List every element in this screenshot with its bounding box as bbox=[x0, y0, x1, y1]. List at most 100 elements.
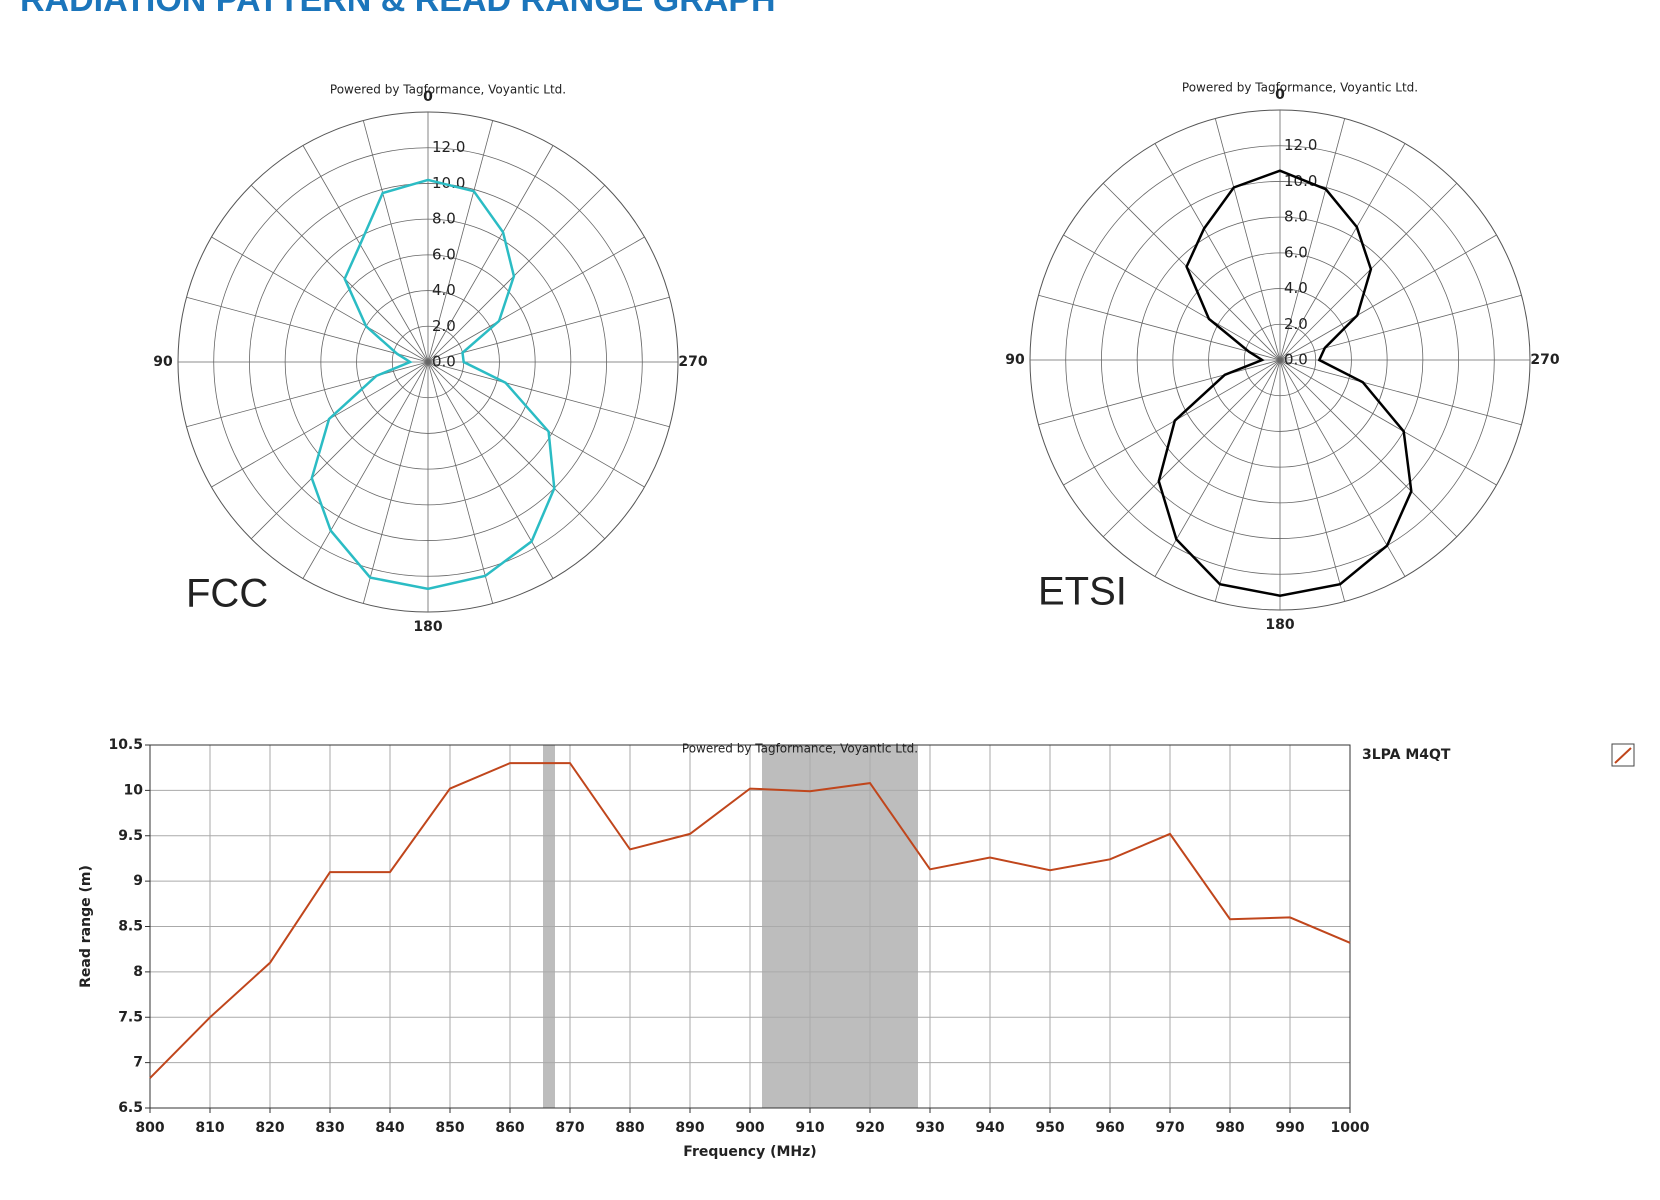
legend-swatch bbox=[1614, 747, 1632, 764]
x-tick-label: 950 bbox=[1035, 1120, 1064, 1136]
radial-tick-label: 0.0 bbox=[1284, 351, 1308, 369]
radial-tick-label: 2.0 bbox=[432, 317, 456, 335]
spoke bbox=[1063, 234, 1281, 361]
spoke bbox=[1154, 359, 1281, 577]
x-tick-label: 840 bbox=[375, 1120, 404, 1136]
y-tick-label: 8 bbox=[133, 964, 143, 980]
x-tick-label: 910 bbox=[795, 1120, 824, 1136]
spoke bbox=[1102, 182, 1281, 361]
x-tick-label: 860 bbox=[495, 1120, 524, 1136]
spoke bbox=[250, 184, 429, 363]
x-axis-label: Frequency (MHz) bbox=[683, 1144, 816, 1160]
x-tick-label: 960 bbox=[1095, 1120, 1124, 1136]
pattern-line bbox=[1157, 169, 1413, 597]
spoke bbox=[427, 361, 606, 540]
series-line bbox=[149, 762, 1351, 1079]
radial-tick-label: 8.0 bbox=[432, 210, 456, 228]
spoke bbox=[427, 361, 645, 488]
spoke bbox=[302, 361, 429, 579]
spoke bbox=[362, 361, 429, 604]
spoke bbox=[1279, 359, 1346, 602]
radial-tick-label: 4.0 bbox=[432, 281, 456, 299]
x-tick-label: 870 bbox=[555, 1120, 584, 1136]
y-axis-label: Read range (m) bbox=[78, 865, 94, 988]
x-tick-label: 810 bbox=[195, 1120, 224, 1136]
angle-tick-label: 180 bbox=[413, 619, 442, 635]
polar-label: ETSI bbox=[1038, 570, 1127, 614]
y-tick-label: 9 bbox=[133, 873, 143, 889]
x-tick-label: 980 bbox=[1215, 1120, 1244, 1136]
spoke bbox=[427, 236, 645, 363]
x-tick-label: 970 bbox=[1155, 1120, 1184, 1136]
spoke bbox=[1279, 294, 1522, 361]
x-tick-label: 800 bbox=[135, 1120, 164, 1136]
spoke bbox=[427, 296, 670, 363]
spoke bbox=[186, 296, 429, 363]
y-tick-label: 7 bbox=[133, 1055, 143, 1071]
spoke bbox=[1038, 294, 1281, 361]
spoke bbox=[1279, 359, 1406, 577]
spoke bbox=[1279, 143, 1406, 361]
spoke bbox=[1154, 143, 1281, 361]
angle-tick-label: 270 bbox=[1530, 352, 1559, 368]
x-tick-label: 880 bbox=[615, 1120, 644, 1136]
radial-tick-label: 4.0 bbox=[1284, 279, 1308, 297]
x-tick-label: 850 bbox=[435, 1120, 464, 1136]
radial-tick-label: 12.0 bbox=[432, 138, 465, 156]
x-tick-label: 900 bbox=[735, 1120, 764, 1136]
y-tick-label: 8.5 bbox=[118, 919, 143, 935]
spoke bbox=[427, 145, 554, 363]
spoke bbox=[250, 361, 429, 540]
spoke bbox=[1279, 182, 1458, 361]
watermark: Powered by Tagformance, Voyantic Ltd. bbox=[1182, 81, 1418, 95]
angle-tick-label: 180 bbox=[1265, 617, 1294, 633]
spoke bbox=[1279, 359, 1497, 486]
y-tick-label: 7.5 bbox=[118, 1009, 143, 1025]
spoke bbox=[1038, 359, 1281, 426]
spoke bbox=[1214, 118, 1281, 361]
angle-tick-label: 0 bbox=[423, 89, 433, 105]
spoke bbox=[1214, 359, 1281, 602]
pattern-line bbox=[310, 178, 556, 591]
angle-tick-label: 0 bbox=[1275, 87, 1285, 103]
spoke bbox=[427, 361, 554, 579]
spoke bbox=[1279, 359, 1522, 426]
watermark: Powered by Tagformance, Voyantic Ltd. bbox=[682, 742, 918, 756]
spoke bbox=[427, 120, 494, 363]
spoke bbox=[302, 145, 429, 363]
x-tick-label: 890 bbox=[675, 1120, 704, 1136]
angle-tick-label: 90 bbox=[1005, 352, 1025, 368]
page-title: RADIATION PATTERN & READ RANGE GRAPH bbox=[20, 0, 776, 19]
y-tick-label: 10 bbox=[124, 782, 144, 798]
x-tick-label: 990 bbox=[1275, 1120, 1304, 1136]
radial-tick-label: 6.0 bbox=[1284, 243, 1308, 261]
spoke bbox=[1279, 359, 1458, 538]
x-tick-label: 830 bbox=[315, 1120, 344, 1136]
watermark: Powered by Tagformance, Voyantic Ltd. bbox=[330, 83, 566, 97]
radial-tick-label: 0.0 bbox=[432, 353, 456, 371]
legend-label: 3LPA M4QT bbox=[1362, 747, 1451, 763]
radial-tick-label: 12.0 bbox=[1284, 136, 1317, 154]
x-tick-label: 940 bbox=[975, 1120, 1004, 1136]
spoke bbox=[362, 120, 429, 363]
y-tick-label: 6.5 bbox=[118, 1100, 143, 1116]
spoke bbox=[1102, 359, 1281, 538]
spoke bbox=[427, 361, 494, 604]
spoke bbox=[211, 361, 429, 488]
spoke bbox=[211, 236, 429, 363]
angle-tick-label: 90 bbox=[153, 354, 173, 370]
plot-frame bbox=[149, 744, 1351, 1109]
radial-tick-label: 8.0 bbox=[1284, 208, 1308, 226]
spoke bbox=[186, 361, 429, 428]
angle-tick-label: 270 bbox=[678, 354, 707, 370]
spoke bbox=[427, 361, 670, 428]
x-tick-label: 1000 bbox=[1331, 1120, 1370, 1136]
x-tick-label: 820 bbox=[255, 1120, 284, 1136]
polar-label: FCC bbox=[186, 572, 268, 616]
spoke bbox=[1063, 359, 1281, 486]
x-tick-label: 920 bbox=[855, 1120, 884, 1136]
y-tick-label: 9.5 bbox=[118, 828, 143, 844]
x-tick-label: 930 bbox=[915, 1120, 944, 1136]
y-tick-label: 10.5 bbox=[108, 737, 143, 753]
